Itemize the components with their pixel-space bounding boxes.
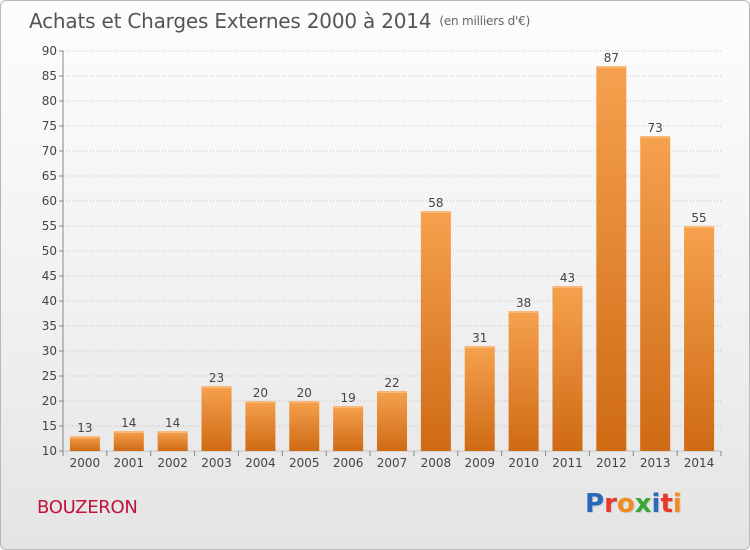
logo-letter: x bbox=[634, 489, 652, 519]
x-axis: 2000 2001 2002 2003 2004 2005 2006 2007 2008 2009… bbox=[62, 451, 722, 470]
logo-letter: o bbox=[616, 489, 635, 519]
bar bbox=[596, 66, 627, 451]
bar-highlight bbox=[552, 286, 583, 288]
x-tick-label: 2005 bbox=[289, 456, 320, 470]
bar bbox=[113, 431, 144, 451]
y-tick-label: 55 bbox=[42, 219, 57, 233]
bar bbox=[464, 346, 495, 451]
logo-letter: r bbox=[604, 489, 617, 519]
data-label: 58 bbox=[428, 196, 443, 210]
y-tick-label: 40 bbox=[42, 294, 57, 308]
bars: 13 14 14 23 20 20 19 22 58 31 38 43 87 73 55 bbox=[69, 51, 715, 451]
x-tick-label: 2012 bbox=[596, 456, 627, 470]
x-tick-label: 2010 bbox=[508, 456, 539, 470]
bar-highlight bbox=[333, 406, 364, 408]
y-tick-label: 70 bbox=[42, 144, 57, 158]
bar-highlight bbox=[596, 66, 627, 68]
bar-highlight bbox=[69, 436, 100, 438]
x-tick-label: 2006 bbox=[333, 456, 364, 470]
y-tick-label: 30 bbox=[42, 344, 57, 358]
bar-highlight bbox=[684, 226, 715, 228]
bar-highlight bbox=[245, 401, 276, 403]
x-tick-label: 2003 bbox=[201, 456, 232, 470]
y-tick-label: 60 bbox=[42, 194, 57, 208]
bar-highlight bbox=[508, 311, 539, 313]
logo-letter: t bbox=[660, 489, 673, 519]
chart-subtitle: (en milliers d'€) bbox=[439, 14, 531, 28]
x-tick-label: 2001 bbox=[114, 456, 145, 470]
y-tick-label: 45 bbox=[42, 269, 57, 283]
x-tick-label: 2007 bbox=[377, 456, 408, 470]
logo-letter: i bbox=[672, 489, 682, 519]
data-label: 87 bbox=[604, 51, 619, 65]
y-tick-label: 65 bbox=[42, 169, 57, 183]
logo-letter: i bbox=[651, 489, 661, 519]
bar bbox=[684, 226, 715, 451]
data-label: 38 bbox=[516, 296, 531, 310]
y-tick-label: 85 bbox=[42, 69, 57, 83]
y-tick-label: 20 bbox=[42, 394, 57, 408]
y-tick-label: 35 bbox=[42, 319, 57, 333]
data-label: 13 bbox=[77, 421, 92, 435]
data-label: 14 bbox=[165, 416, 180, 430]
bar-highlight bbox=[201, 386, 232, 388]
data-label: 73 bbox=[648, 121, 663, 135]
bar bbox=[640, 136, 671, 451]
y-tick-label: 15 bbox=[42, 419, 57, 433]
bar bbox=[289, 401, 320, 451]
bar bbox=[333, 406, 364, 451]
data-label: 19 bbox=[340, 391, 355, 405]
x-tick-label: 2011 bbox=[552, 456, 583, 470]
bar-highlight bbox=[420, 211, 451, 213]
data-label: 20 bbox=[297, 386, 312, 400]
data-label: 55 bbox=[691, 211, 706, 225]
y-tick-label: 90 bbox=[42, 44, 57, 58]
bar bbox=[552, 286, 583, 451]
data-label: 43 bbox=[560, 271, 575, 285]
y-tick-label: 80 bbox=[42, 94, 57, 108]
data-label: 14 bbox=[121, 416, 136, 430]
bar-highlight bbox=[377, 391, 407, 393]
logo-letter: P bbox=[585, 489, 605, 519]
bar-highlight bbox=[640, 136, 671, 138]
x-tick-label: 2009 bbox=[464, 456, 495, 470]
y-tick-label: 10 bbox=[42, 444, 57, 458]
bar bbox=[377, 391, 407, 451]
x-tick-label: 2013 bbox=[640, 456, 671, 470]
chart-title-text: Achats et Charges Externes 2000 à 2014 bbox=[29, 9, 432, 33]
bar-highlight bbox=[464, 346, 495, 348]
x-tick-label: 2008 bbox=[421, 456, 452, 470]
y-tick-label: 25 bbox=[42, 369, 57, 383]
data-label: 31 bbox=[472, 331, 487, 345]
bar bbox=[69, 436, 100, 451]
bar bbox=[201, 386, 232, 451]
bar-highlight bbox=[157, 431, 188, 433]
place-name: BOUZERON bbox=[37, 497, 138, 518]
y-axis: 10 15 20 25 30 35 40 45 50 55 60 65 70 75 80 85 90 bbox=[42, 44, 64, 458]
data-label: 23 bbox=[209, 371, 224, 385]
bar-highlight bbox=[113, 431, 144, 433]
bar bbox=[245, 401, 276, 451]
proxiti-logo[interactable]: Proxiti bbox=[585, 489, 682, 519]
x-tick-label: 2004 bbox=[245, 456, 276, 470]
y-tick-label: 50 bbox=[42, 244, 57, 258]
bar-highlight bbox=[289, 401, 320, 403]
data-label: 20 bbox=[253, 386, 268, 400]
bar bbox=[420, 211, 451, 451]
y-tick-label: 75 bbox=[42, 119, 57, 133]
data-label: 22 bbox=[384, 376, 399, 390]
chart-title: Achats et Charges Externes 2000 à 2014 (e… bbox=[29, 9, 530, 33]
x-tick-label: 2014 bbox=[684, 456, 715, 470]
x-tick-label: 2000 bbox=[70, 456, 101, 470]
bar bbox=[157, 431, 188, 451]
x-tick-label: 2002 bbox=[157, 456, 188, 470]
bar bbox=[508, 311, 539, 451]
